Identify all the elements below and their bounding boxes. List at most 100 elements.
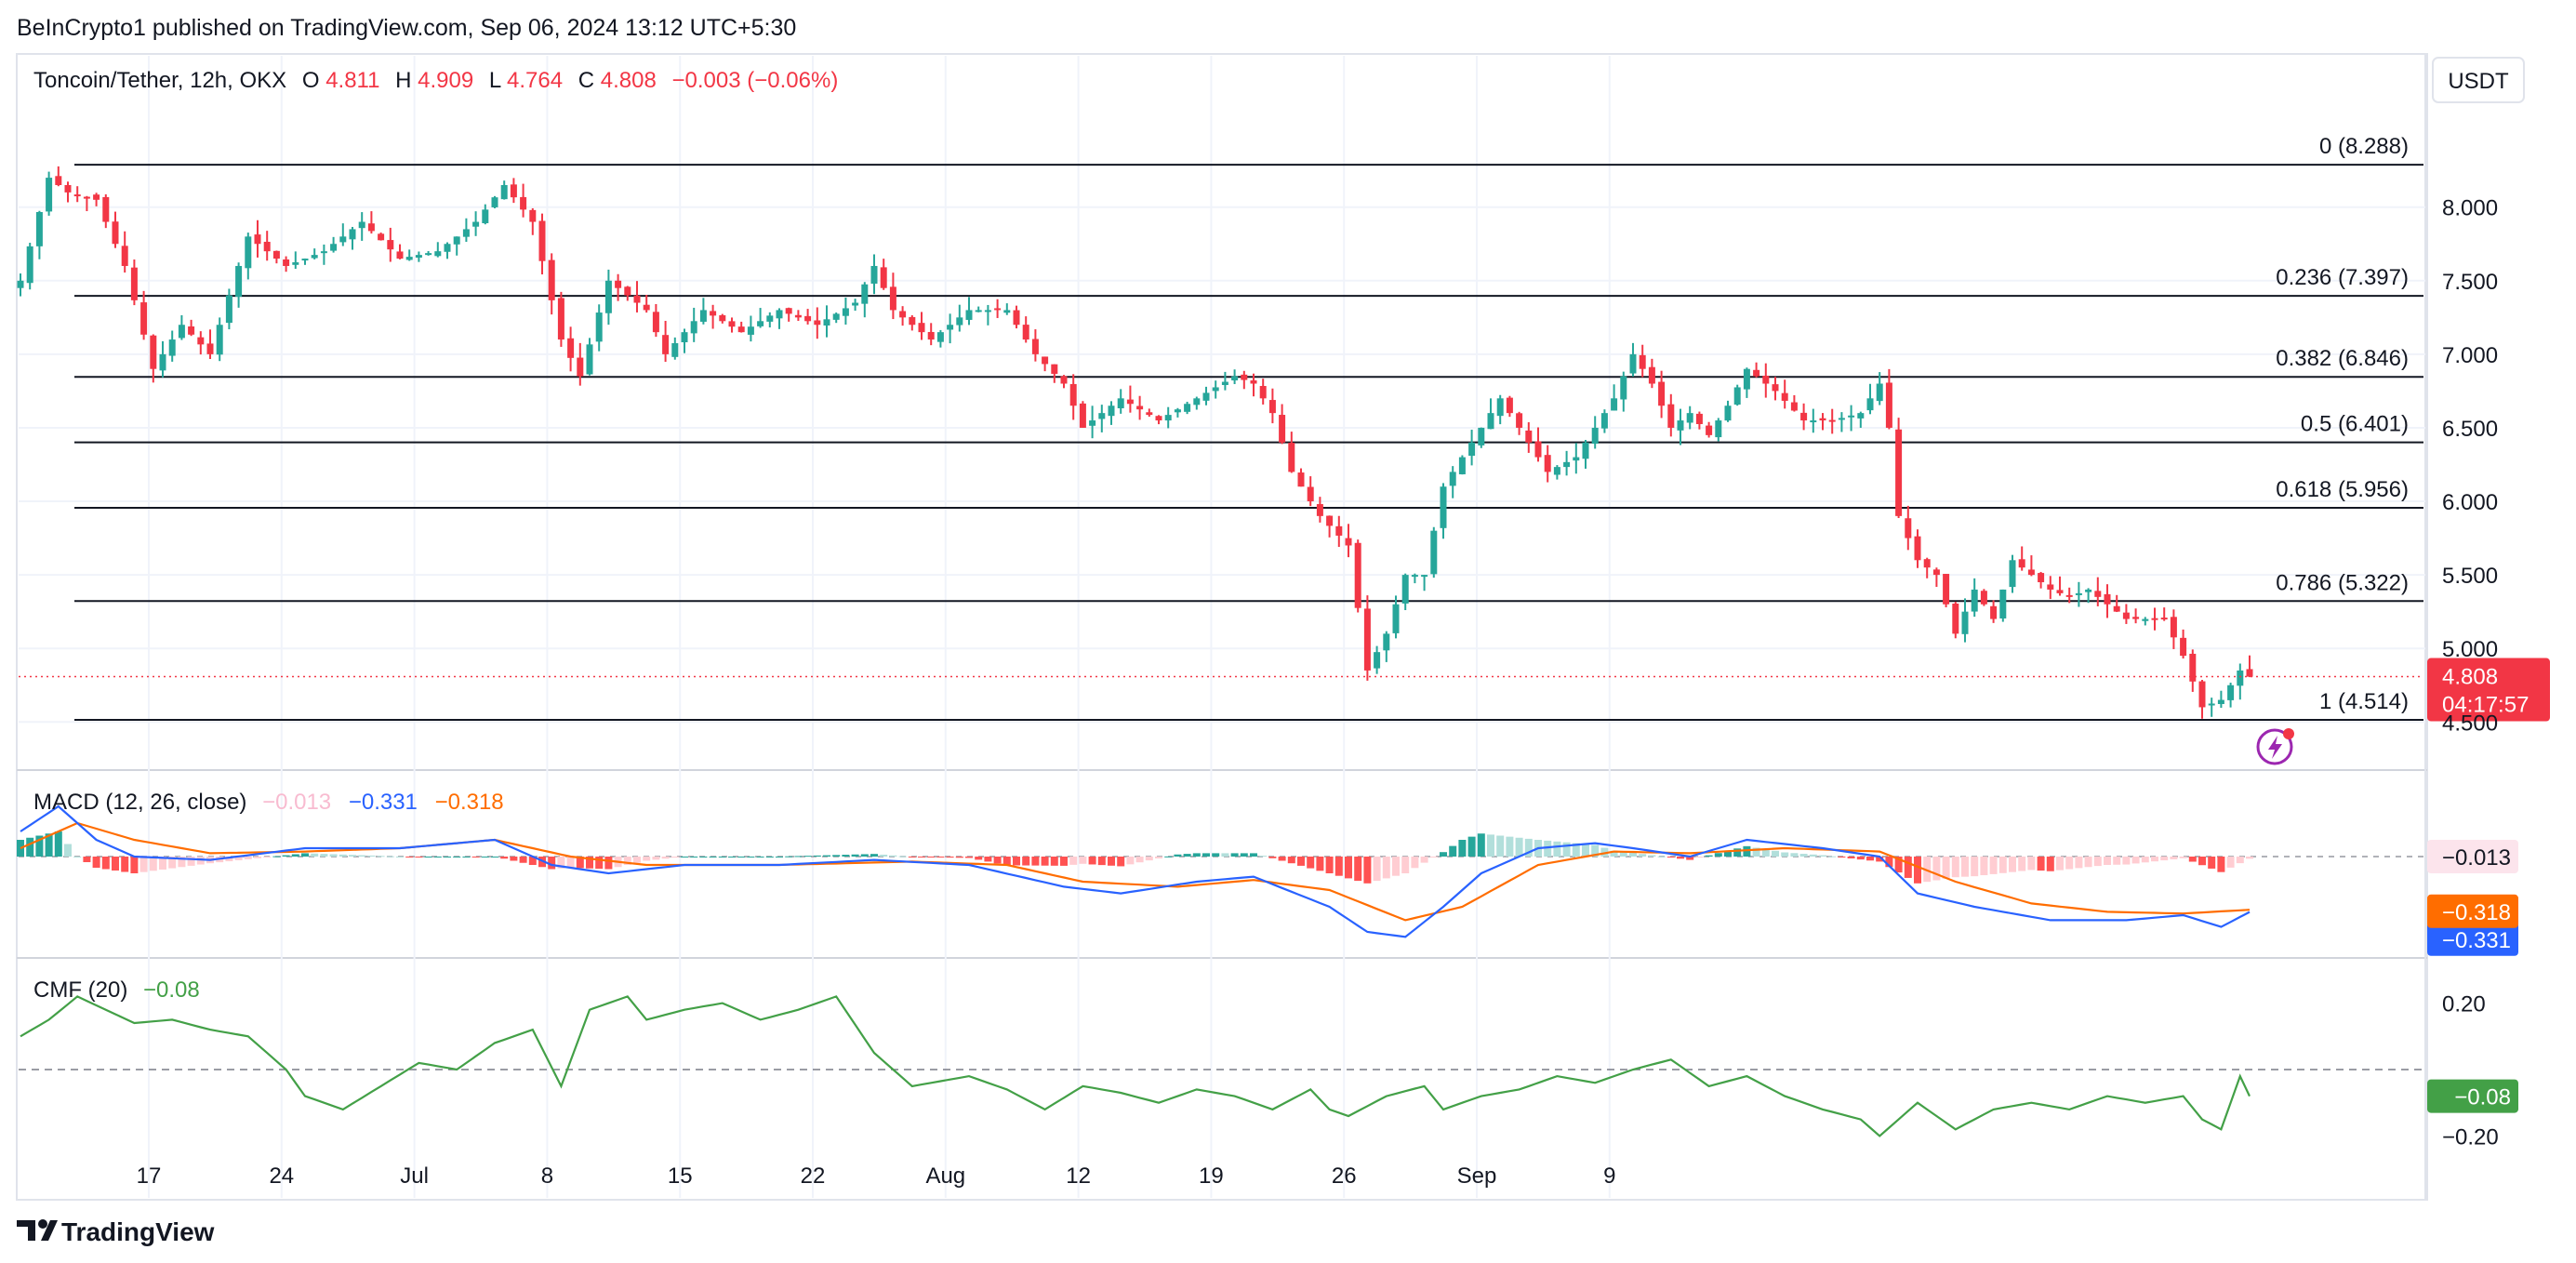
macd-histogram-bar — [244, 857, 252, 859]
candle — [1184, 401, 1191, 415]
candle — [1022, 316, 1029, 343]
macd-histogram-bar — [566, 857, 575, 868]
tradingview-logo: TradingView — [17, 1217, 215, 1246]
macd-histogram-bar — [282, 855, 290, 857]
candle — [842, 297, 849, 325]
candle — [1724, 400, 1732, 422]
candle — [1468, 430, 1476, 466]
macd-histogram-bar — [415, 857, 423, 858]
candle — [1421, 575, 1428, 592]
candle — [1089, 405, 1096, 439]
candle — [1374, 645, 1381, 674]
macd-histogram-bar — [1544, 840, 1552, 857]
candle — [1733, 384, 1741, 406]
candle — [1866, 383, 1874, 415]
cmf-line — [20, 995, 2251, 1137]
macd-histogram-bar — [196, 857, 205, 865]
candle — [140, 290, 148, 340]
macd-histogram-bar — [1524, 838, 1533, 857]
candle — [766, 312, 774, 328]
macd-histogram-bar — [1135, 857, 1144, 863]
macd-histogram-bar — [737, 857, 746, 858]
macd-histogram-bar — [1429, 857, 1438, 858]
fibonacci-retracement[interactable]: 0 (8.288) 0.236 (7.397) 0.382 (6.846) 0.5 (… — [74, 134, 2423, 722]
macd-histogram-bar — [139, 857, 148, 872]
macd-histogram-bar — [329, 854, 338, 857]
candle — [1126, 385, 1134, 413]
candle — [1753, 362, 1760, 378]
currency-button[interactable]: USDT — [2432, 57, 2525, 103]
candle — [852, 299, 859, 312]
macd-histogram-bar — [1145, 857, 1153, 861]
macd-histogram-bar — [1297, 857, 1305, 866]
macd-histogram-bar — [510, 857, 518, 861]
macd-histogram-bar — [1212, 853, 1220, 857]
macd-histogram-bar — [2217, 857, 2225, 872]
candle — [1013, 305, 1020, 329]
macd-histogram-bar — [918, 857, 925, 858]
fib-level-label: 0.786 (5.322) — [2276, 570, 2409, 595]
lightning-event-icon[interactable] — [2256, 728, 2294, 765]
candle — [2047, 576, 2054, 600]
candle — [1401, 573, 1409, 610]
macd-histogram-bar — [101, 857, 110, 870]
candle — [1516, 411, 1523, 435]
macd-histogram-bar — [1278, 857, 1286, 861]
macd-histogram-bar — [2160, 857, 2169, 861]
candle — [2018, 546, 2025, 571]
macd-histogram-bar — [2104, 857, 2111, 865]
macd-histogram-bar — [1619, 851, 1627, 857]
candle — [482, 204, 489, 225]
macd-histogram-bar — [26, 837, 34, 857]
macd-histogram-bar — [1316, 857, 1324, 871]
macd-histogram-bar — [1050, 857, 1058, 866]
macd-histogram-bar — [548, 857, 556, 870]
macd-histogram-bar — [946, 857, 954, 858]
candle — [1828, 408, 1836, 434]
macd-histogram-bar — [1287, 857, 1295, 864]
macd-histogram-bar — [2056, 857, 2064, 871]
candle — [1383, 631, 1390, 662]
candle — [548, 253, 555, 315]
macd-pane: −0.013 −0.331 −0.318 — [17, 804, 2518, 956]
macd-histogram-bar — [1942, 857, 1950, 879]
candle — [1553, 465, 1560, 480]
currency-label[interactable]: USDT — [2448, 69, 2509, 94]
macd-histogram-bar — [908, 857, 916, 858]
macd-histogram-bar — [1069, 857, 1078, 865]
brand-name: TradingView — [61, 1217, 215, 1246]
candle — [272, 250, 280, 264]
macd-histogram-bar — [2113, 857, 2121, 865]
cmf-y-tick-label: −0.20 — [2442, 1124, 2499, 1150]
candle — [1392, 595, 1400, 639]
candle — [2075, 581, 2082, 607]
candle — [1695, 411, 1703, 430]
candle — [1051, 364, 1058, 383]
candle — [1885, 368, 1892, 430]
macd-histogram-bar — [339, 854, 347, 857]
candle — [1326, 515, 1334, 538]
candle — [927, 323, 935, 346]
close-label: C — [578, 68, 594, 93]
candle — [1848, 405, 1855, 432]
candle — [1800, 403, 1808, 431]
macd-histogram-bar — [1345, 857, 1352, 879]
candle — [168, 330, 176, 362]
candle — [956, 304, 963, 332]
close-value: 4.808 — [601, 68, 657, 93]
candle — [197, 331, 205, 355]
candle — [1932, 567, 1940, 588]
change-value: −0.003 (−0.06%) — [672, 68, 839, 93]
candle — [1193, 396, 1201, 410]
macd-histogram-bar — [462, 857, 471, 858]
candle — [1297, 468, 1305, 487]
macd-histogram-bar — [1989, 857, 1998, 874]
macd-histogram-bar — [367, 855, 376, 857]
macd-histogram-bar — [623, 857, 631, 865]
macd-histogram-bar — [661, 857, 670, 859]
candle — [245, 233, 252, 280]
candle — [1838, 412, 1845, 432]
candle — [1620, 371, 1627, 412]
candle — [604, 269, 612, 326]
